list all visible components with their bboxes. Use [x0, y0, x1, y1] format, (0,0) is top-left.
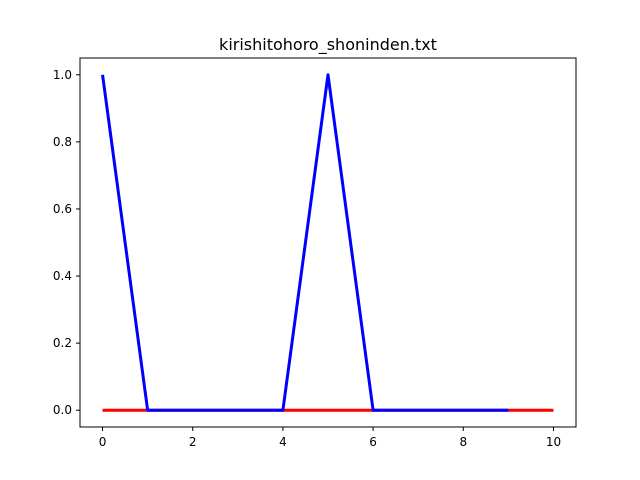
x-tick-label: 4	[279, 435, 287, 449]
x-tick-label: 10	[546, 435, 561, 449]
series-line-1	[101, 73, 509, 412]
chart-title: kirishitohoro_shoninden.txt	[219, 35, 437, 55]
x-tick-label: 2	[189, 435, 197, 449]
y-tick-label: 0.2	[53, 336, 72, 350]
x-tick-label: 6	[369, 435, 377, 449]
y-tick-label: 0.8	[53, 135, 72, 149]
y-tick-label: 0.0	[53, 403, 72, 417]
series-layer	[101, 73, 554, 412]
y-tick-label: 0.6	[53, 202, 72, 216]
plot-frame	[79, 57, 577, 428]
y-tick-label: 1.0	[53, 68, 72, 82]
y-axis: 0.0 0.2 0.4 0.6 0.8 1.0	[53, 68, 80, 417]
x-tick-label: 0	[99, 435, 107, 449]
x-tick-label: 8	[459, 435, 467, 449]
x-axis: 0 2 4 6 8 10	[99, 427, 561, 449]
y-tick-label: 0.4	[53, 269, 72, 283]
